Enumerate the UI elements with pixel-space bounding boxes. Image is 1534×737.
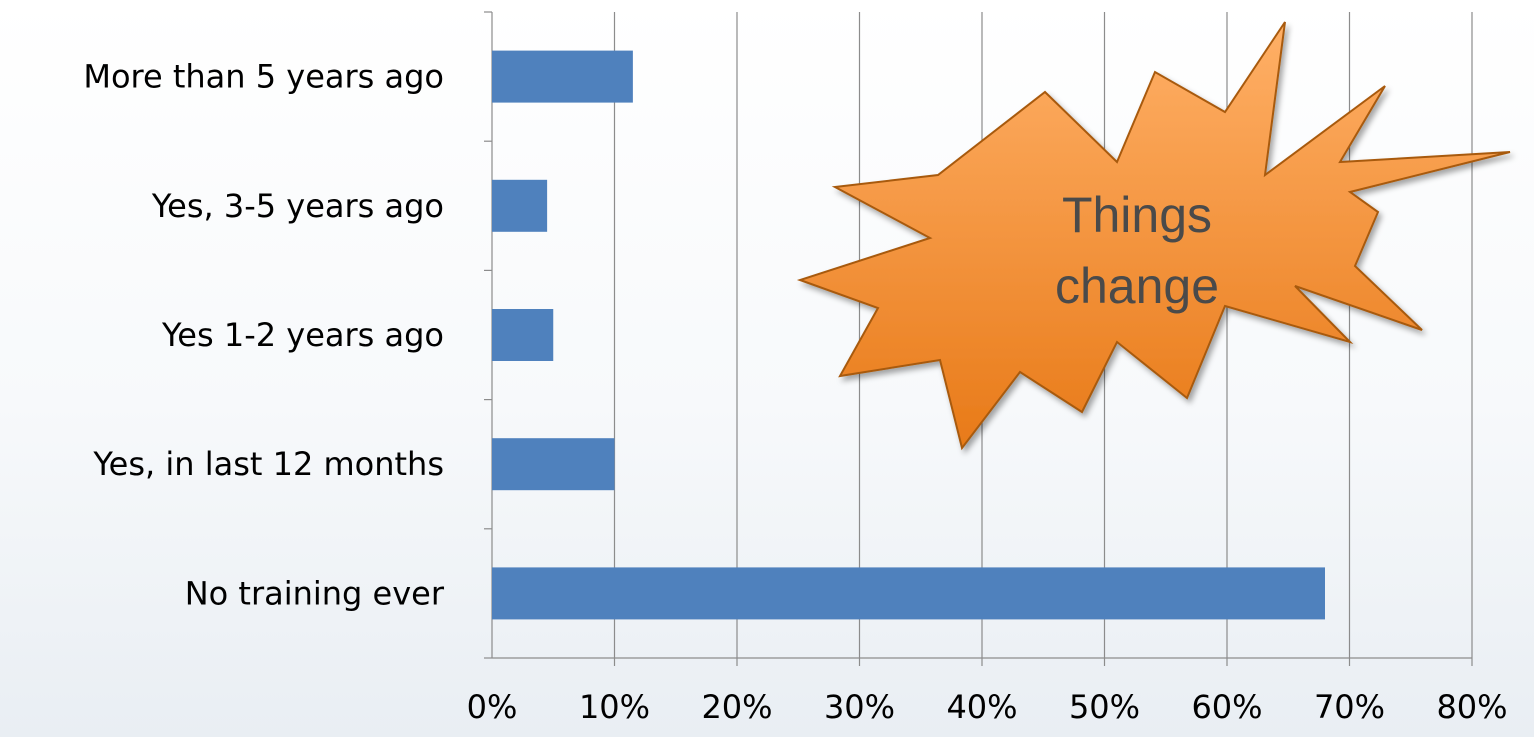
category-labels: More than 5 years ago Yes, 3-5 years ago Y…	[83, 58, 445, 613]
bar	[492, 309, 554, 361]
starburst-shape	[796, 21, 1511, 451]
bar	[492, 50, 633, 103]
category-label: Yes, 3-5 years ago	[151, 187, 444, 225]
bars	[492, 50, 1325, 620]
bar	[492, 567, 1325, 620]
callout-line-1: Things	[1062, 187, 1212, 243]
x-tick-labels: 0% 10% 20% 30% 40% 50% 60% 70% 80%	[467, 688, 1508, 726]
callout-line-2: change	[1055, 258, 1219, 314]
x-tick-label: 50%	[1069, 688, 1140, 726]
category-label: No training ever	[185, 574, 445, 612]
x-tick-label: 20%	[701, 688, 772, 726]
category-label: Yes, in last 12 months	[92, 445, 444, 483]
bar	[492, 179, 548, 232]
x-tick-label: 60%	[1191, 688, 1262, 726]
x-tick-label: 80%	[1436, 688, 1507, 726]
starburst-callout: Things change	[796, 21, 1511, 451]
x-tick-label: 30%	[824, 688, 895, 726]
x-tick-label: 40%	[946, 688, 1017, 726]
category-label: More than 5 years ago	[83, 58, 444, 96]
x-tick-label: 0%	[467, 688, 518, 726]
category-label: Yes 1-2 years ago	[161, 316, 444, 354]
x-tick-label: 10%	[579, 688, 650, 726]
bar	[492, 438, 615, 491]
x-tick-label: 70%	[1314, 688, 1385, 726]
